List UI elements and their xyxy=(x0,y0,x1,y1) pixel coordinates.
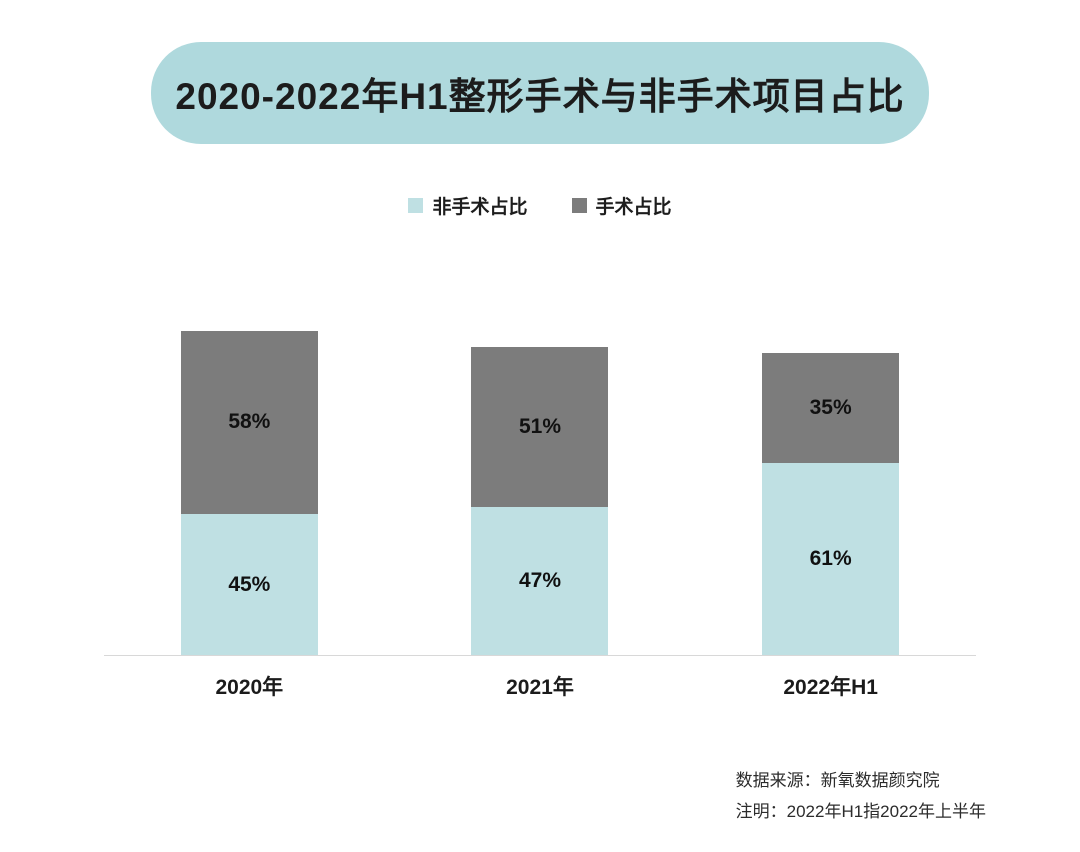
legend-swatch-icon xyxy=(408,198,424,213)
legend: 非手术占比 手术占比 xyxy=(0,192,1080,219)
legend-item: 手术占比 xyxy=(571,192,672,219)
chart-title-pill: 2020-2022年H1整形手术与非手术项目占比 xyxy=(151,42,929,144)
bar-2021年: 51% 47% xyxy=(471,346,609,656)
category-label: 2022年H1 xyxy=(783,676,878,700)
category-labels-row: 2020年 2021年 2022年H1 xyxy=(104,656,976,701)
value-label: 47% xyxy=(518,569,561,593)
bar-segment-非手术占比: 45% xyxy=(180,513,318,656)
stacked-bar-chart: 58% 45% 51% 47% 35% 61% 2020年 2021年 2022年H1 xyxy=(104,331,976,701)
bar-segment-手术占比: 51% xyxy=(471,346,609,508)
bar-segment-非手术占比: 47% xyxy=(471,507,609,656)
category-label: 2020年 xyxy=(215,676,284,700)
bar-segment-手术占比: 58% xyxy=(180,331,318,514)
footnote-text: 注明：2022年H1指2022年上半年 xyxy=(735,801,986,821)
value-label: 35% xyxy=(809,396,852,420)
footer: 数据来源：新氧数据颜究院 注明：2022年H1指2022年上半年 xyxy=(736,766,986,827)
value-label: 51% xyxy=(518,415,561,439)
bar-segment-手术占比: 35% xyxy=(762,353,900,464)
category-label: 2021年 xyxy=(506,676,574,700)
chart-title: 2020-2022年H1整形手术与非手术项目占比 xyxy=(175,76,905,117)
bar-segment-非手术占比: 61% xyxy=(762,463,900,656)
bars-area: 58% 45% 51% 47% 35% 61% xyxy=(104,331,976,657)
legend-swatch-icon xyxy=(571,198,587,213)
data-source-text: 数据来源：新氧数据颜究院 xyxy=(735,771,940,790)
legend-item: 非手术占比 xyxy=(408,192,528,219)
bar-2022年H1: 35% 61% xyxy=(762,353,900,656)
legend-label: 非手术占比 xyxy=(432,197,528,218)
value-label: 61% xyxy=(809,547,852,571)
bar-2020年: 58% 45% xyxy=(180,331,318,656)
value-label: 58% xyxy=(228,410,271,434)
value-label: 45% xyxy=(228,572,271,596)
legend-label: 手术占比 xyxy=(595,197,672,218)
